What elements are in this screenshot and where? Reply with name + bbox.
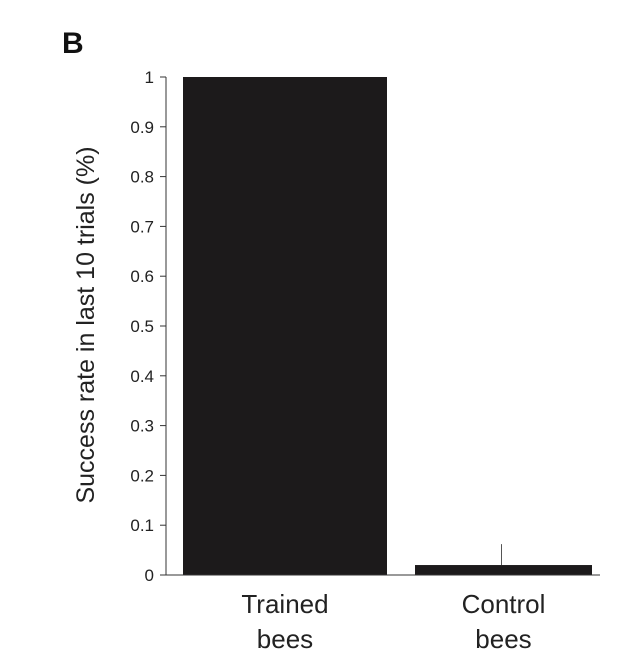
- bars-group: [183, 77, 592, 575]
- y-tick-label: 0.7: [130, 217, 154, 236]
- y-tick-label: 0.6: [130, 267, 154, 286]
- y-axis-label: Success rate in last 10 trials (%): [72, 146, 100, 503]
- y-tick-label: 0.5: [130, 317, 154, 336]
- x-labels-group: Trained bees Control bees: [241, 589, 545, 654]
- x-category-label: bees: [257, 624, 313, 654]
- y-ticks-group: 0 0.1 0.2 0.3 0.4 0.5 0.6 0.7 0.8 0.9 1: [130, 68, 166, 585]
- y-tick-label: 1: [145, 68, 154, 87]
- y-tick-label: 0: [145, 566, 154, 585]
- y-tick-label: 0.1: [130, 516, 154, 535]
- y-tick-label: 0.4: [130, 367, 154, 386]
- y-tick-label: 0.9: [130, 118, 154, 137]
- y-tick-label: 0.2: [130, 466, 154, 485]
- x-category-label: Control: [462, 589, 546, 619]
- bar-0: [183, 77, 387, 575]
- y-tick-label: 0.3: [130, 417, 154, 436]
- x-category-label: Trained: [241, 589, 328, 619]
- x-category-label: bees: [475, 624, 531, 654]
- bar-1: [415, 565, 592, 575]
- y-tick-label: 0.8: [130, 168, 154, 187]
- panel-letter: B: [62, 27, 84, 60]
